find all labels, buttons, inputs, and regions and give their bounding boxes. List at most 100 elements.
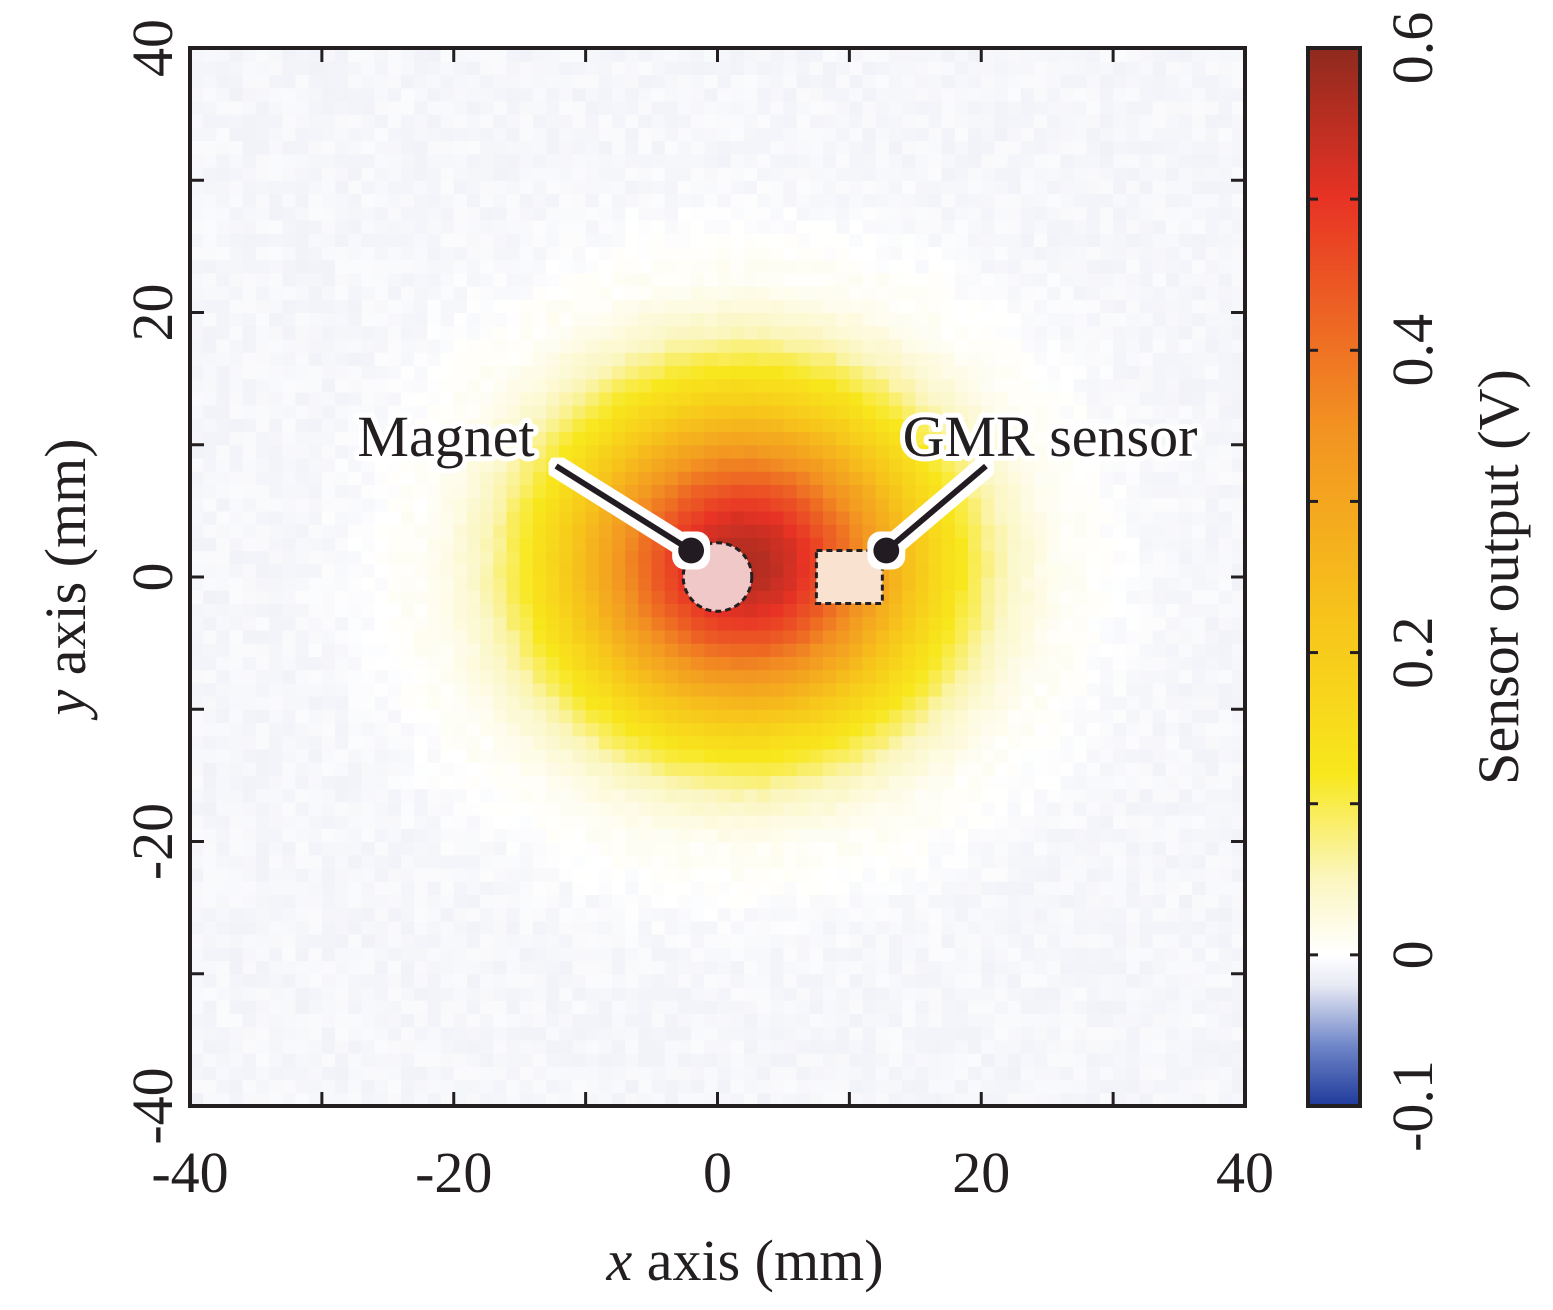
heatmap-cell bbox=[453, 815, 468, 829]
heatmap-cell bbox=[255, 1039, 270, 1054]
heatmap-cell bbox=[401, 907, 415, 922]
heatmap-cell bbox=[981, 378, 996, 393]
heatmap-cell bbox=[928, 1092, 943, 1107]
heatmap-cell bbox=[888, 246, 903, 261]
heatmap-cell bbox=[269, 762, 283, 776]
heatmap-cell bbox=[664, 550, 679, 565]
heatmap-cell bbox=[480, 920, 494, 935]
heatmap-cell bbox=[664, 669, 679, 684]
heatmap-cell bbox=[770, 87, 785, 102]
heatmap-cell bbox=[664, 1053, 679, 1067]
heatmap-cell bbox=[941, 669, 956, 684]
heatmap-cell bbox=[255, 643, 270, 657]
heatmap-cell bbox=[888, 762, 903, 776]
heatmap-cell bbox=[954, 722, 969, 737]
heatmap-cell bbox=[295, 841, 310, 856]
heatmap-cell bbox=[954, 312, 969, 327]
heatmap-cell bbox=[335, 643, 349, 657]
heatmap-cell bbox=[335, 206, 349, 221]
heatmap-cell bbox=[902, 947, 916, 962]
heatmap-cell bbox=[453, 854, 468, 869]
heatmap-cell bbox=[783, 709, 798, 724]
heatmap-cell bbox=[480, 947, 494, 962]
heatmap-cell bbox=[216, 682, 231, 697]
heatmap-cell bbox=[480, 233, 494, 247]
heatmap-cell bbox=[836, 206, 850, 221]
heatmap-cell bbox=[888, 616, 903, 631]
heatmap-cell bbox=[203, 643, 217, 657]
heatmap-cell bbox=[335, 259, 349, 274]
heatmap-cell bbox=[651, 696, 666, 710]
heatmap-cell bbox=[401, 378, 415, 393]
heatmap-cell bbox=[480, 1013, 494, 1028]
heatmap-cell bbox=[954, 246, 969, 261]
heatmap-cell bbox=[862, 934, 877, 948]
heatmap-cell bbox=[612, 986, 626, 1001]
heatmap-cell bbox=[401, 286, 415, 300]
heatmap-cell bbox=[519, 907, 534, 922]
heatmap-cell bbox=[242, 722, 257, 737]
heatmap-cell bbox=[203, 74, 217, 89]
heatmap-cell bbox=[625, 378, 639, 393]
heatmap-cell bbox=[902, 577, 916, 591]
heatmap-cell bbox=[440, 352, 455, 366]
heatmap-cell bbox=[638, 696, 653, 710]
heatmap-cell bbox=[466, 167, 481, 181]
heatmap-cell bbox=[888, 735, 903, 750]
heatmap-cell bbox=[743, 801, 758, 816]
heatmap-cell bbox=[203, 894, 217, 909]
heatmap-cell bbox=[519, 881, 534, 895]
heatmap-cell bbox=[612, 590, 626, 605]
heatmap-cell bbox=[915, 219, 930, 234]
heatmap-cell bbox=[836, 233, 850, 247]
heatmap-cell bbox=[862, 616, 877, 631]
heatmap-cell bbox=[216, 74, 231, 89]
heatmap-cell bbox=[242, 775, 257, 790]
heatmap-cell bbox=[387, 960, 402, 975]
heatmap-cell bbox=[203, 815, 217, 829]
heatmap-cell bbox=[743, 656, 758, 671]
heatmap-cell bbox=[638, 61, 653, 76]
heatmap-cell bbox=[321, 563, 336, 578]
heatmap-cell bbox=[836, 365, 850, 380]
heatmap-cell bbox=[269, 391, 283, 406]
heatmap-cell bbox=[717, 894, 732, 909]
heatmap-cell bbox=[493, 193, 508, 208]
heatmap-cell bbox=[651, 894, 666, 909]
heatmap-cell bbox=[888, 867, 903, 882]
heatmap-cell bbox=[466, 973, 481, 988]
heatmap-cell bbox=[321, 894, 336, 909]
heatmap-cell bbox=[598, 100, 613, 115]
heatmap-cell bbox=[888, 206, 903, 221]
heatmap-cell bbox=[532, 391, 547, 406]
heatmap-cell bbox=[915, 682, 930, 697]
heatmap-cell bbox=[480, 167, 494, 181]
heatmap-cell bbox=[836, 947, 850, 962]
heatmap-cell bbox=[427, 193, 442, 208]
heatmap-cell bbox=[981, 431, 996, 446]
heatmap-cell bbox=[954, 973, 969, 988]
heatmap-cell bbox=[255, 629, 270, 644]
heatmap-cell bbox=[506, 444, 521, 459]
heatmap-cell bbox=[480, 457, 494, 472]
heatmap-cell bbox=[730, 510, 745, 525]
heatmap-cell bbox=[282, 114, 297, 128]
heatmap-cell bbox=[387, 801, 402, 816]
heatmap-cell bbox=[427, 629, 442, 644]
heatmap-cell bbox=[862, 167, 877, 181]
heatmap-cell bbox=[335, 524, 349, 538]
heatmap-cell bbox=[796, 973, 811, 988]
heatmap-cell bbox=[770, 1053, 785, 1067]
heatmap-cell bbox=[717, 299, 732, 314]
heatmap-cell bbox=[559, 934, 574, 948]
heatmap-cell bbox=[664, 140, 679, 155]
heatmap-cell bbox=[282, 1066, 297, 1081]
heatmap-cell bbox=[255, 471, 270, 486]
heatmap-cell bbox=[915, 854, 930, 869]
heatmap-cell bbox=[559, 841, 574, 856]
heatmap-cell bbox=[348, 616, 363, 631]
heatmap-cell bbox=[229, 431, 244, 446]
heatmap-cell bbox=[664, 259, 679, 274]
heatmap-cell bbox=[651, 722, 666, 737]
heatmap-cell bbox=[941, 920, 956, 935]
